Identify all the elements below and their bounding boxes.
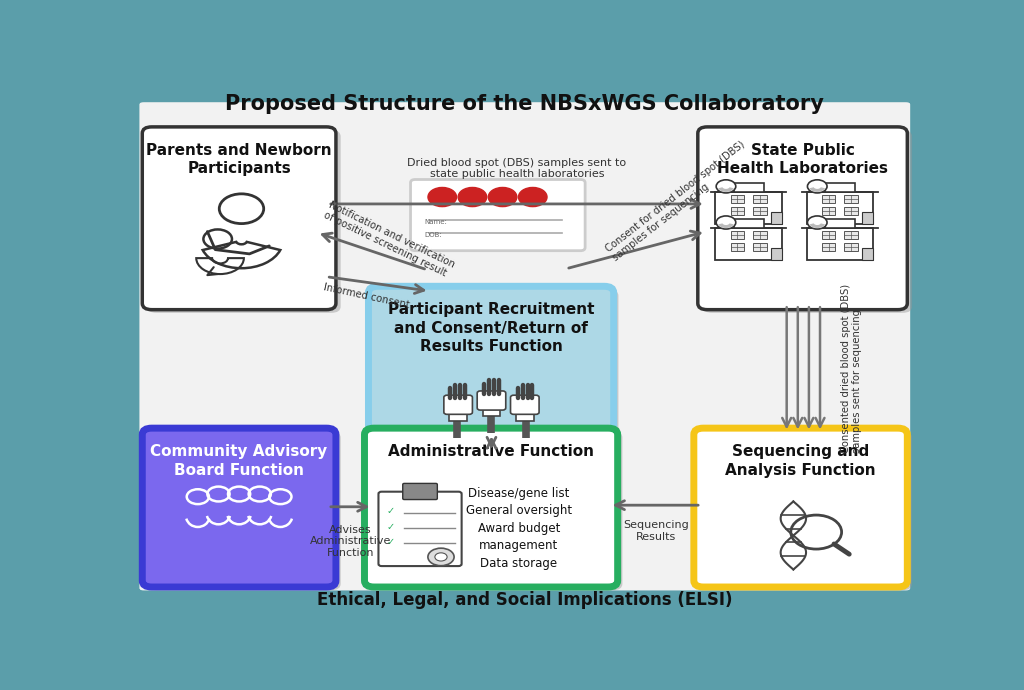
- Text: Ethical, Legal, and Social Implications (ELSI): Ethical, Legal, and Social Implications …: [317, 591, 732, 609]
- FancyBboxPatch shape: [730, 243, 744, 251]
- Circle shape: [488, 188, 517, 206]
- Wedge shape: [718, 187, 734, 192]
- Text: Consented dried blood spot (DBS)
samples sent for sequencing: Consented dried blood spot (DBS) samples…: [841, 284, 862, 453]
- Text: Parents and Newborn
Participants: Parents and Newborn Participants: [146, 143, 332, 177]
- FancyBboxPatch shape: [822, 195, 836, 203]
- FancyBboxPatch shape: [450, 411, 467, 421]
- FancyBboxPatch shape: [733, 219, 764, 228]
- FancyBboxPatch shape: [730, 195, 744, 203]
- Text: Disease/gene list
General oversight
Award budget
management
Data storage: Disease/gene list General oversight Awar…: [466, 486, 572, 569]
- FancyBboxPatch shape: [753, 243, 767, 251]
- Circle shape: [428, 548, 454, 566]
- FancyBboxPatch shape: [702, 130, 912, 313]
- FancyBboxPatch shape: [370, 431, 623, 590]
- Circle shape: [808, 216, 827, 229]
- FancyBboxPatch shape: [733, 183, 764, 192]
- FancyBboxPatch shape: [379, 492, 462, 566]
- Text: ✓: ✓: [387, 522, 395, 531]
- Text: Proposed Structure of the NBSxWGS Collaboratory: Proposed Structure of the NBSxWGS Collab…: [225, 95, 824, 115]
- FancyBboxPatch shape: [482, 407, 500, 417]
- FancyBboxPatch shape: [443, 395, 472, 414]
- FancyBboxPatch shape: [845, 195, 858, 203]
- Text: Informed consent: Informed consent: [323, 282, 411, 310]
- FancyBboxPatch shape: [753, 207, 767, 215]
- FancyBboxPatch shape: [477, 391, 506, 410]
- Circle shape: [716, 180, 736, 193]
- FancyBboxPatch shape: [730, 207, 744, 215]
- FancyBboxPatch shape: [845, 231, 858, 239]
- FancyBboxPatch shape: [511, 395, 539, 414]
- FancyBboxPatch shape: [373, 290, 618, 462]
- Wedge shape: [809, 187, 825, 192]
- Text: Administrative Function: Administrative Function: [388, 444, 594, 459]
- FancyBboxPatch shape: [136, 99, 913, 594]
- FancyBboxPatch shape: [147, 130, 341, 313]
- FancyBboxPatch shape: [697, 127, 907, 310]
- Text: Name:: Name:: [425, 219, 447, 225]
- FancyBboxPatch shape: [822, 207, 836, 215]
- FancyBboxPatch shape: [694, 428, 907, 587]
- FancyBboxPatch shape: [807, 228, 873, 260]
- Circle shape: [458, 188, 486, 206]
- FancyBboxPatch shape: [369, 286, 613, 458]
- Text: Advises
Administrative
Function: Advises Administrative Function: [309, 525, 391, 558]
- FancyBboxPatch shape: [365, 428, 617, 587]
- FancyBboxPatch shape: [753, 231, 767, 239]
- FancyBboxPatch shape: [147, 431, 341, 590]
- Circle shape: [435, 553, 447, 561]
- FancyBboxPatch shape: [142, 127, 336, 310]
- Text: Community Advisory
Board Function: Community Advisory Board Function: [151, 444, 328, 477]
- Text: DOB:: DOB:: [425, 232, 442, 237]
- Wedge shape: [718, 224, 734, 228]
- Text: Notification and verification
of positive screening result: Notification and verification of positiv…: [323, 199, 457, 279]
- FancyBboxPatch shape: [771, 212, 781, 224]
- FancyBboxPatch shape: [822, 231, 836, 239]
- FancyBboxPatch shape: [411, 179, 585, 250]
- Text: Participant Recruitment
and Consent/Return of
Results Function: Participant Recruitment and Consent/Retu…: [388, 302, 594, 355]
- Text: Consent for dried blood spot (DBS)
samples for sequencing: Consent for dried blood spot (DBS) sampl…: [604, 139, 755, 264]
- FancyBboxPatch shape: [753, 195, 767, 203]
- Circle shape: [808, 180, 827, 193]
- FancyBboxPatch shape: [862, 212, 873, 224]
- Circle shape: [716, 216, 736, 229]
- FancyBboxPatch shape: [822, 243, 836, 251]
- FancyBboxPatch shape: [516, 411, 534, 421]
- Text: State Public
Health Laboratories: State Public Health Laboratories: [717, 143, 888, 177]
- Text: Sequencing
Results: Sequencing Results: [623, 520, 688, 542]
- FancyBboxPatch shape: [698, 431, 912, 590]
- FancyBboxPatch shape: [716, 228, 781, 260]
- FancyBboxPatch shape: [862, 248, 873, 260]
- Text: Dried blood spot (DBS) samples sent to
state public health laboratories: Dried blood spot (DBS) samples sent to s…: [408, 158, 627, 179]
- FancyBboxPatch shape: [142, 428, 336, 587]
- Text: ✓: ✓: [387, 506, 395, 516]
- FancyBboxPatch shape: [716, 192, 781, 224]
- FancyBboxPatch shape: [845, 207, 858, 215]
- FancyBboxPatch shape: [771, 248, 781, 260]
- Text: ✓: ✓: [387, 537, 395, 546]
- FancyBboxPatch shape: [824, 183, 855, 192]
- FancyBboxPatch shape: [807, 192, 873, 224]
- FancyBboxPatch shape: [845, 243, 858, 251]
- Text: Sequencing and
Analysis Function: Sequencing and Analysis Function: [725, 444, 876, 477]
- FancyBboxPatch shape: [730, 231, 744, 239]
- FancyBboxPatch shape: [402, 484, 437, 500]
- Circle shape: [428, 188, 457, 206]
- Circle shape: [518, 188, 547, 206]
- Wedge shape: [809, 224, 825, 228]
- FancyBboxPatch shape: [824, 219, 855, 228]
